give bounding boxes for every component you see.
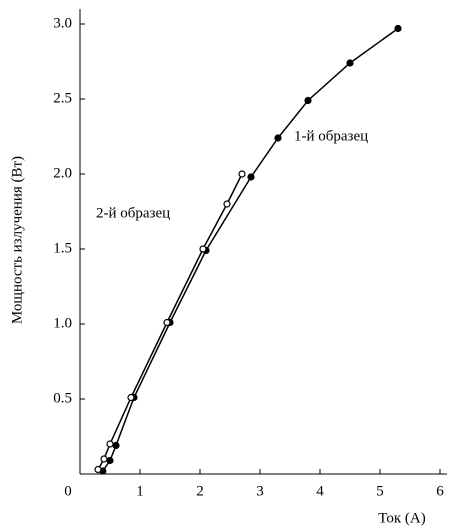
- x-axis-label: Ток (A): [378, 510, 425, 526]
- x-tick-label: 6: [436, 483, 444, 499]
- data-point: [346, 59, 354, 67]
- annotation: 2-й образец: [96, 205, 170, 221]
- data-point: [274, 134, 282, 142]
- data-point: [127, 393, 135, 402]
- x-tick-label: 4: [316, 483, 324, 499]
- data-point: [247, 173, 255, 181]
- y-tick-label: 0.5: [53, 390, 72, 406]
- y-axis-label: Мощность излучения (Вт): [9, 156, 25, 324]
- y-tick-label: 2.5: [53, 90, 72, 106]
- data-point: [100, 455, 108, 463]
- data-point: [106, 440, 114, 448]
- data-point: [163, 318, 171, 327]
- data-point: [394, 24, 402, 33]
- y-tick-label: 2.0: [53, 165, 72, 181]
- x-tick-label: 2: [196, 483, 204, 499]
- series-line: [102, 27, 399, 472]
- x-tick-label: 0: [64, 483, 72, 499]
- x-tick-label: 5: [376, 483, 384, 499]
- y-tick-label: 1.5: [53, 240, 72, 256]
- x-tick-label: 3: [256, 483, 264, 499]
- data-point: [94, 465, 102, 474]
- data-point: [199, 245, 207, 253]
- data-point: [223, 200, 231, 208]
- y-tick-label: 1.0: [53, 315, 72, 331]
- data-point: [238, 170, 246, 178]
- y-tick-label: 3.0: [53, 15, 72, 31]
- x-tick-label: 1: [136, 483, 144, 499]
- annotation: 1-й образец: [294, 128, 368, 144]
- data-point: [112, 441, 120, 450]
- data-point: [106, 456, 114, 465]
- data-point: [304, 96, 312, 105]
